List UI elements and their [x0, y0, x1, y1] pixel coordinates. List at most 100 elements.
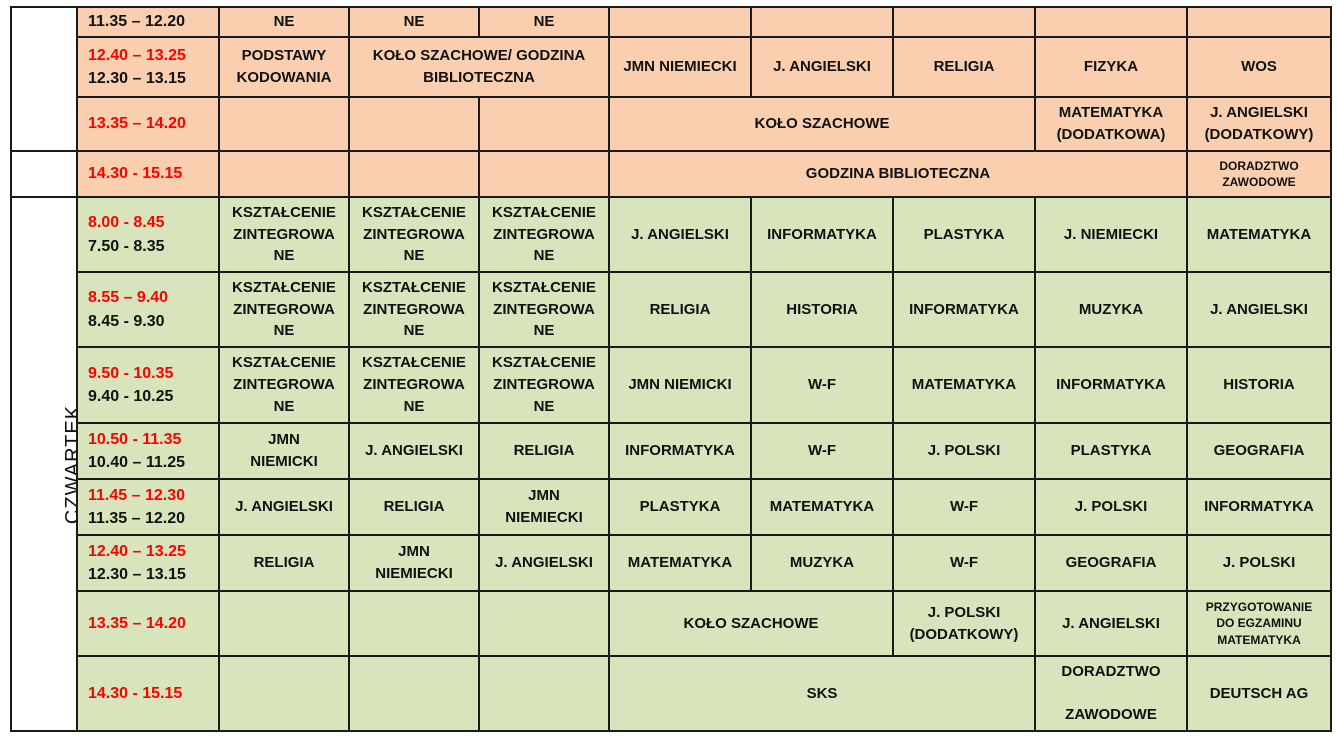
day-cell	[10, 150, 78, 198]
lesson-cell	[478, 655, 610, 732]
lesson-cell: JMN NIEMICKI	[218, 422, 350, 480]
timetable-row: 9.50 - 10.35 9.40 - 10.25 KSZTAŁCENIE ZINT…	[11, 346, 1332, 424]
lesson-cell: PLASTYKA	[608, 478, 752, 536]
lesson-cell: MUZYKA	[1034, 271, 1188, 348]
lesson-cell: DEUTSCH AG	[1186, 655, 1332, 732]
lesson-cell: NE	[478, 6, 610, 38]
lesson-cell: JMN NIEMICKI	[608, 346, 752, 424]
lesson-cell: JMN NIEMIECKI	[608, 36, 752, 98]
lesson-cell: INFORMATYKA	[750, 196, 894, 273]
lesson-cell: PRZYGOTOWANIE DO EGZAMINU MATEMATYKA	[1186, 590, 1332, 657]
lesson-cell: KSZTAŁCENIE ZINTEGROWA NE	[348, 196, 480, 273]
time-black: 9.40 - 10.25	[88, 388, 174, 405]
lesson-cell: RELIGIA	[892, 36, 1036, 98]
timetable-row: 13.35 – 14.20 KOŁO SZACHOWE J. POLSKI (DOD…	[11, 590, 1332, 657]
lesson-cell: WOS	[1186, 36, 1332, 98]
lesson-cell: INFORMATYKA	[892, 271, 1036, 348]
timetable-row: 14.30 - 15.15 GODZINA BIBLIOTECZNA DORADZT…	[10, 150, 1332, 198]
timetable-row: 14.30 - 15.15 SKS DORADZTWO ZAWODOWE DEUTSC…	[11, 655, 1332, 732]
lesson-cell	[348, 96, 480, 152]
timetable-row: 12.40 – 13.25 12.30 – 13.15 RELIGIA JMN NIE…	[11, 534, 1332, 592]
lesson-cell: KSZTAŁCENIE ZINTEGROWA NE	[218, 346, 350, 424]
time-cell: 10.50 - 11.35 10.40 – 11.25	[76, 422, 220, 480]
time-black: 12.30 – 13.15	[88, 70, 186, 87]
lesson-cell: INFORMATYKA	[1186, 478, 1332, 536]
time-red: 10.50 - 11.35	[88, 430, 182, 448]
lesson-cell: DORADZTWO ZAWODOWE	[1034, 655, 1188, 732]
lesson-cell: PLASTYKA	[1034, 422, 1188, 480]
lesson-cell: KSZTAŁCENIE ZINTEGROWA NE	[218, 196, 350, 273]
time-red: 11.45 – 12.30	[88, 486, 185, 504]
lesson-cell: KSZTAŁCENIE ZINTEGROWA NE	[478, 346, 610, 424]
lesson-cell: W-F	[750, 422, 894, 480]
time-cell: 11.45 – 12.30 11.35 – 12.20	[76, 478, 220, 536]
lesson-cell: J. ANGIELSKI	[1034, 590, 1188, 657]
lesson-cell: NE	[218, 6, 350, 38]
time-red: 13.35 – 14.20	[88, 115, 186, 133]
lesson-cell: J. POLSKI	[892, 422, 1036, 480]
lesson-cell: KOŁO SZACHOWE/ GODZINA BIBLIOTECZNA	[348, 36, 610, 98]
lesson-cell	[218, 150, 350, 198]
lesson-cell	[478, 96, 610, 152]
lesson-cell: FIZYKA	[1034, 36, 1188, 98]
lesson-cell: MATEMATYKA	[750, 478, 894, 536]
lesson-cell: INFORMATYKA	[1034, 346, 1188, 424]
lesson-cell: RELIGIA	[218, 534, 350, 592]
lesson-cell	[348, 655, 480, 732]
time-cell: 14.30 - 15.15	[76, 150, 220, 198]
lesson-cell	[218, 590, 350, 657]
lesson-cell	[218, 96, 350, 152]
day-cell	[10, 6, 78, 152]
lesson-cell: SKS	[608, 655, 1036, 732]
lesson-cell: J. ANGIELSKI	[348, 422, 480, 480]
lesson-cell	[348, 590, 480, 657]
time-red: 8.55 – 9.40	[88, 289, 169, 307]
lesson-cell: KSZTAŁCENIE ZINTEGROWA NE	[478, 196, 610, 273]
lesson-cell: RELIGIA	[348, 478, 480, 536]
lesson-cell: J. POLSKI	[1186, 534, 1332, 592]
time-cell: 11.35 – 12.20	[76, 6, 220, 38]
lesson-cell: MATEMATYKA	[1186, 196, 1332, 273]
lesson-cell: J. POLSKI	[1034, 478, 1188, 536]
timetable: 11.35 – 12.20 NE NE NE 12.40 – 13.25 12.30 – …	[10, 6, 1332, 732]
lesson-cell: NE	[348, 6, 480, 38]
lesson-cell: W-F	[892, 478, 1036, 536]
lesson-cell: JMN NIEMIECKI	[478, 478, 610, 536]
lesson-cell: MATEMATYKA	[608, 534, 752, 592]
lesson-cell: MUZYKA	[750, 534, 894, 592]
timetable-row: 8.55 – 9.40 8.45 - 9.30 KSZTAŁCENIE ZINTEG…	[11, 271, 1332, 348]
lesson-cell: PODSTAWY KODOWANIA	[218, 36, 350, 98]
lesson-cell: J. ANGIELSKI	[218, 478, 350, 536]
time-red: 9.50 - 10.35	[88, 364, 174, 382]
timetable-row: 11.45 – 12.30 11.35 – 12.20 J. ANGIELSKI RE…	[11, 478, 1332, 536]
timetable-row: 13.35 – 14.20 KOŁO SZACHOWE MATEMATYKA (DO…	[11, 96, 1332, 152]
lesson-cell: J. ANGIELSKI	[608, 196, 752, 273]
lesson-cell: J. POLSKI (DODATKOWY)	[892, 590, 1036, 657]
lesson-cell: J. ANGIELSKI	[478, 534, 610, 592]
time-cell: 12.40 – 13.25 12.30 – 13.15	[76, 534, 220, 592]
time-red: 14.30 - 15.15	[88, 165, 183, 183]
time-cell: 14.30 - 15.15	[76, 655, 220, 732]
day-cell: CZWARTEK	[10, 196, 78, 732]
lesson-cell: DORADZTWO ZAWODOWE	[1186, 150, 1332, 198]
time-black: 11.35 – 12.20	[88, 510, 185, 527]
lesson-cell: KOŁO SZACHOWE	[608, 590, 894, 657]
lesson-cell: GEOGRAFIA	[1186, 422, 1332, 480]
lesson-cell: J. ANGIELSKI (DODATKOWY)	[1186, 96, 1332, 152]
time-black: 12.30 – 13.15	[88, 566, 186, 583]
lesson-cell	[478, 150, 610, 198]
time-black: 11.35 – 12.20	[88, 13, 185, 31]
lesson-cell: PLASTYKA	[892, 196, 1036, 273]
time-red: 12.40 – 13.25	[88, 46, 186, 64]
lesson-cell	[608, 6, 752, 38]
lesson-cell: MATEMATYKA (DODATKOWA)	[1034, 96, 1188, 152]
lesson-cell: W-F	[750, 346, 894, 424]
lesson-cell: KSZTAŁCENIE ZINTEGROWA NE	[348, 346, 480, 424]
lesson-cell: JMN NIEMIECKI	[348, 534, 480, 592]
lesson-cell	[218, 655, 350, 732]
lesson-cell: J. ANGIELSKI	[750, 36, 894, 98]
lesson-cell: KSZTAŁCENIE ZINTEGROWA NE	[348, 271, 480, 348]
timetable-row: 10.50 - 11.35 10.40 – 11.25 JMN NIEMICKI J.…	[11, 422, 1332, 480]
lesson-cell	[1034, 6, 1188, 38]
time-cell: 8.55 – 9.40 8.45 - 9.30	[76, 271, 220, 348]
